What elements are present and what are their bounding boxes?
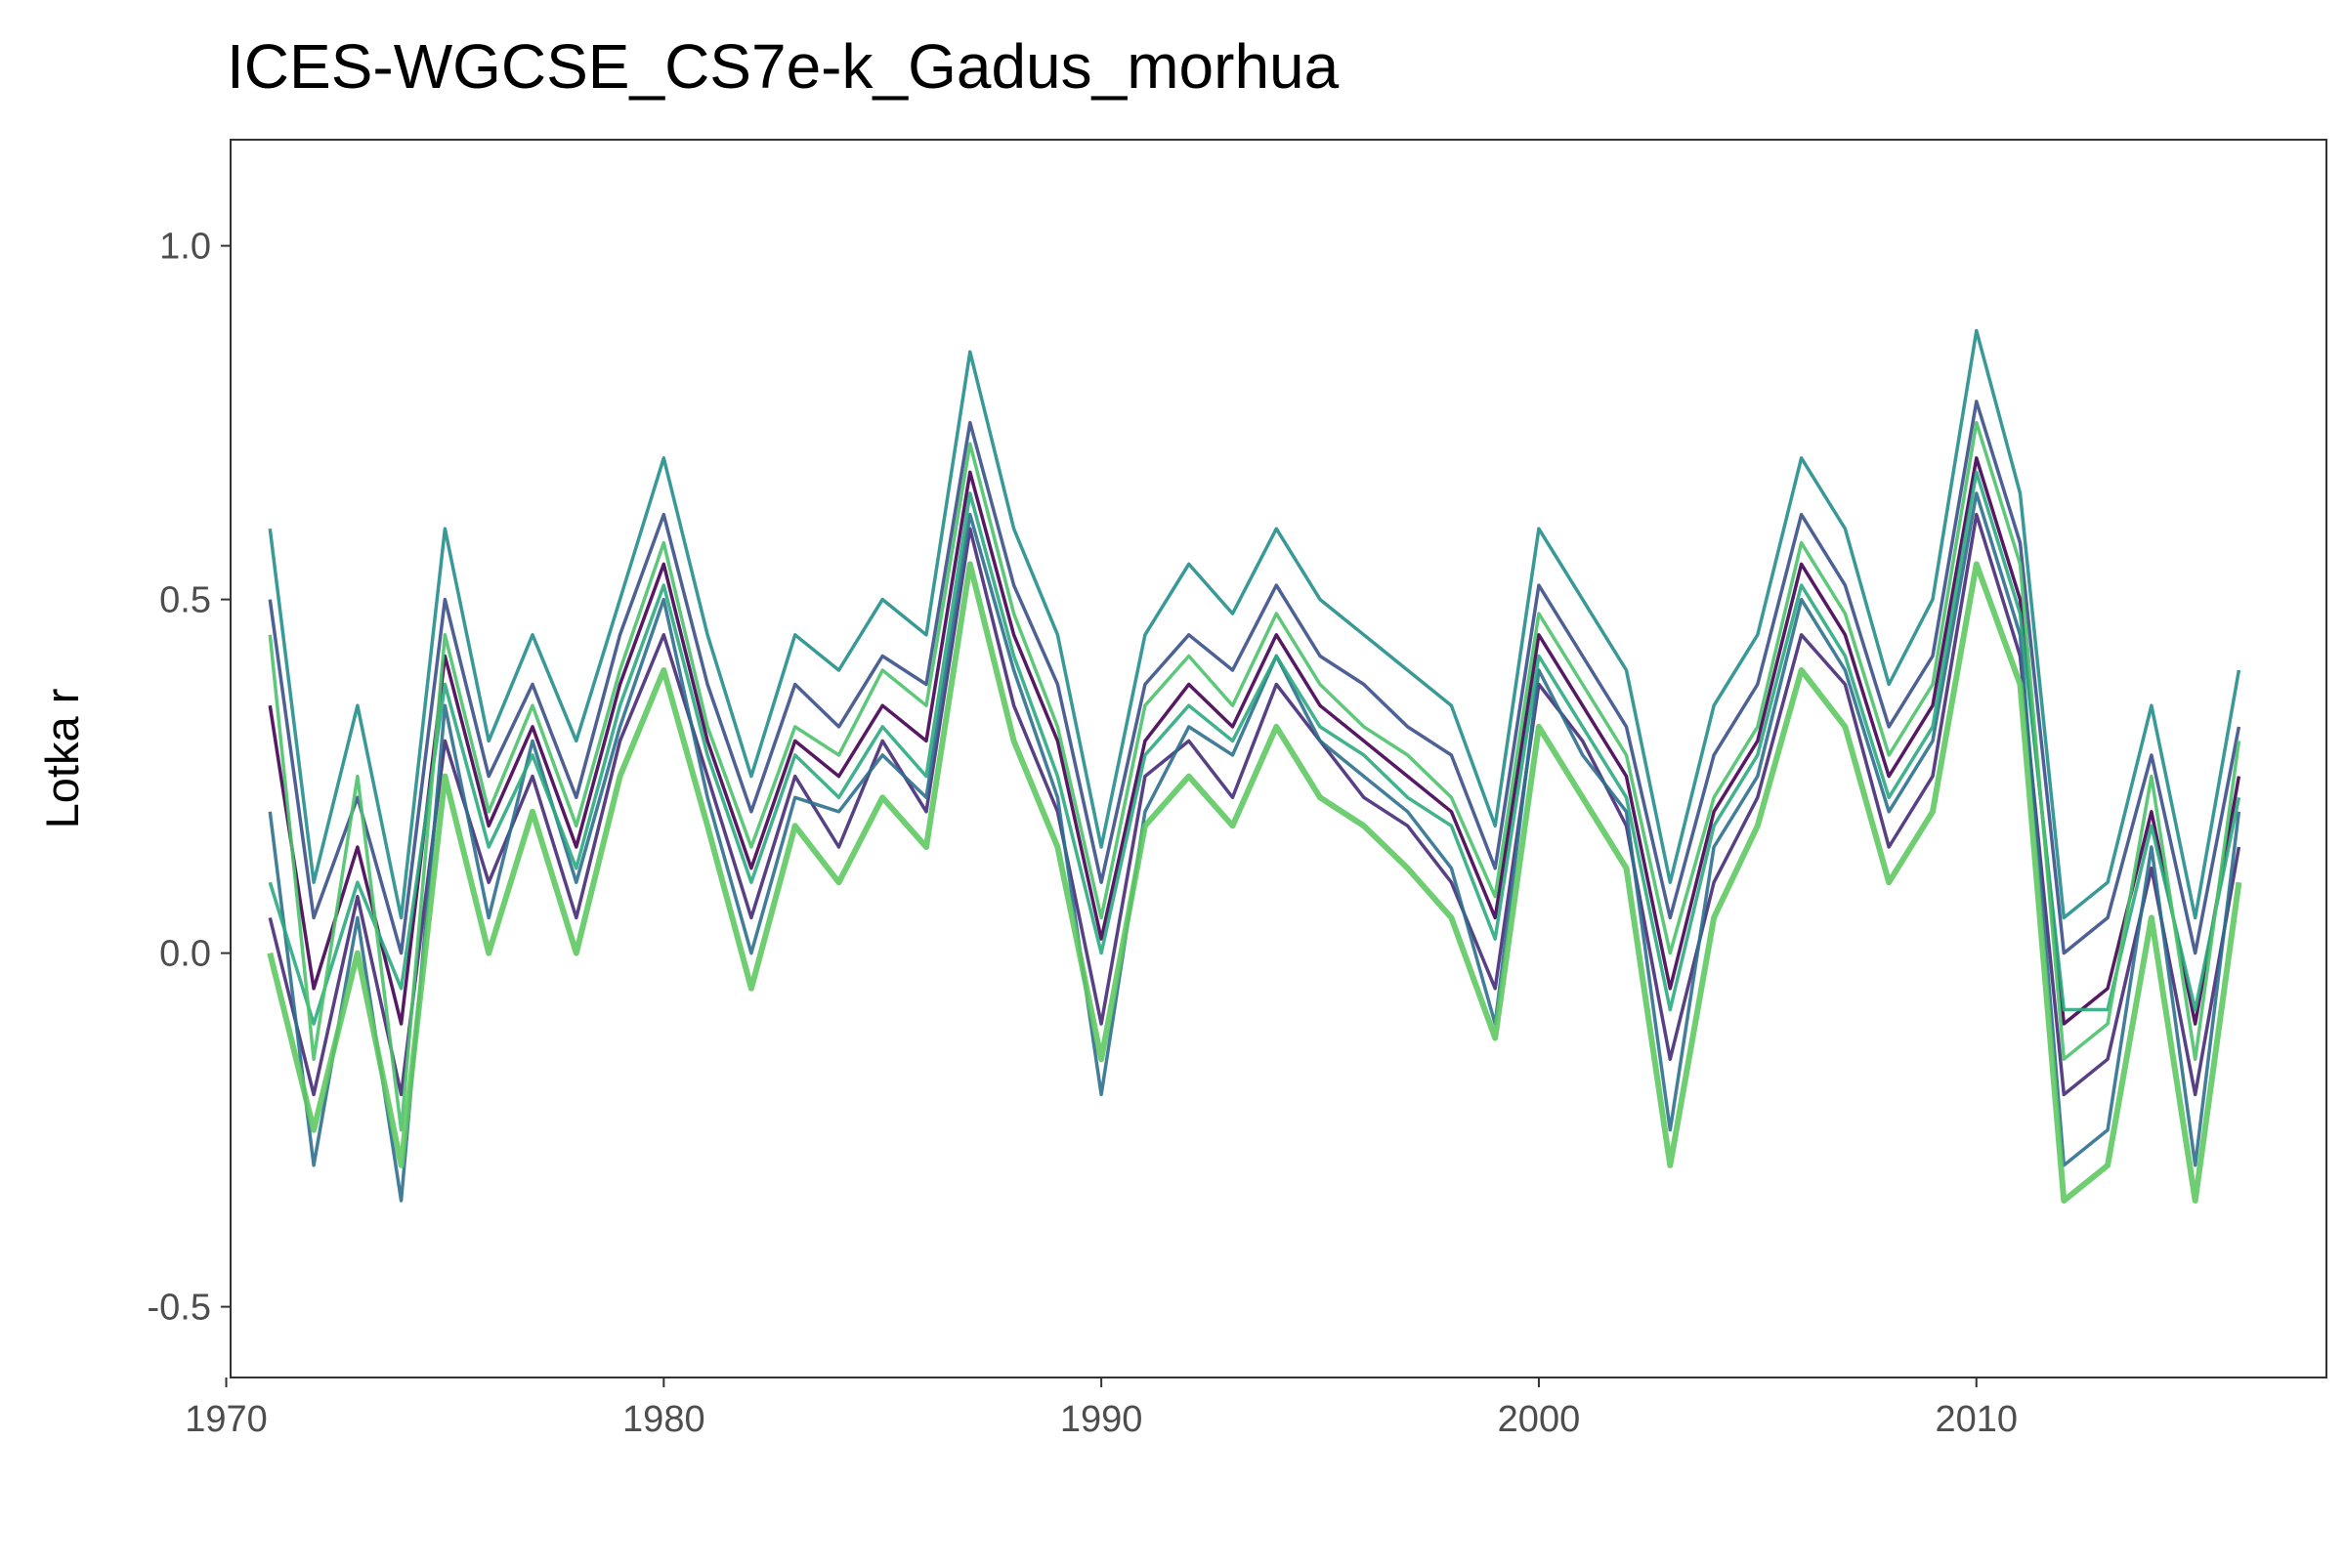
y-axis-title: Lotka r (36, 689, 88, 829)
x-tick-label: 1980 (622, 1399, 705, 1440)
y-tick-label: 0.5 (159, 580, 211, 621)
series-line (268, 400, 2241, 955)
series-line (268, 470, 2241, 1026)
y-tick-label: 0.0 (159, 934, 211, 975)
series-line (268, 420, 2241, 1132)
x-tick-label: 2000 (1498, 1399, 1581, 1440)
series-layer (267, 328, 2242, 1204)
x-tick-label: 1990 (1060, 1399, 1143, 1440)
series-line (268, 491, 2241, 1203)
x-tick-label: 2010 (1935, 1399, 2018, 1440)
chart-title: ICES-WGCSE_CS7e-k_Gadus_morhua (227, 31, 1340, 102)
y-axis: -0.5 0.0 0.5 1.0 (148, 227, 231, 1329)
series-line (267, 561, 2242, 1204)
x-axis: 1970 1980 1990 2000 2010 (185, 1377, 2018, 1440)
series-line (268, 456, 2241, 1026)
x-tick-label: 1970 (185, 1399, 268, 1440)
series-line (268, 328, 2241, 920)
panel-border (230, 139, 2327, 1378)
y-tick-label: 1.0 (159, 227, 211, 268)
series-line (268, 512, 2241, 1097)
y-tick-label: -0.5 (148, 1288, 211, 1329)
